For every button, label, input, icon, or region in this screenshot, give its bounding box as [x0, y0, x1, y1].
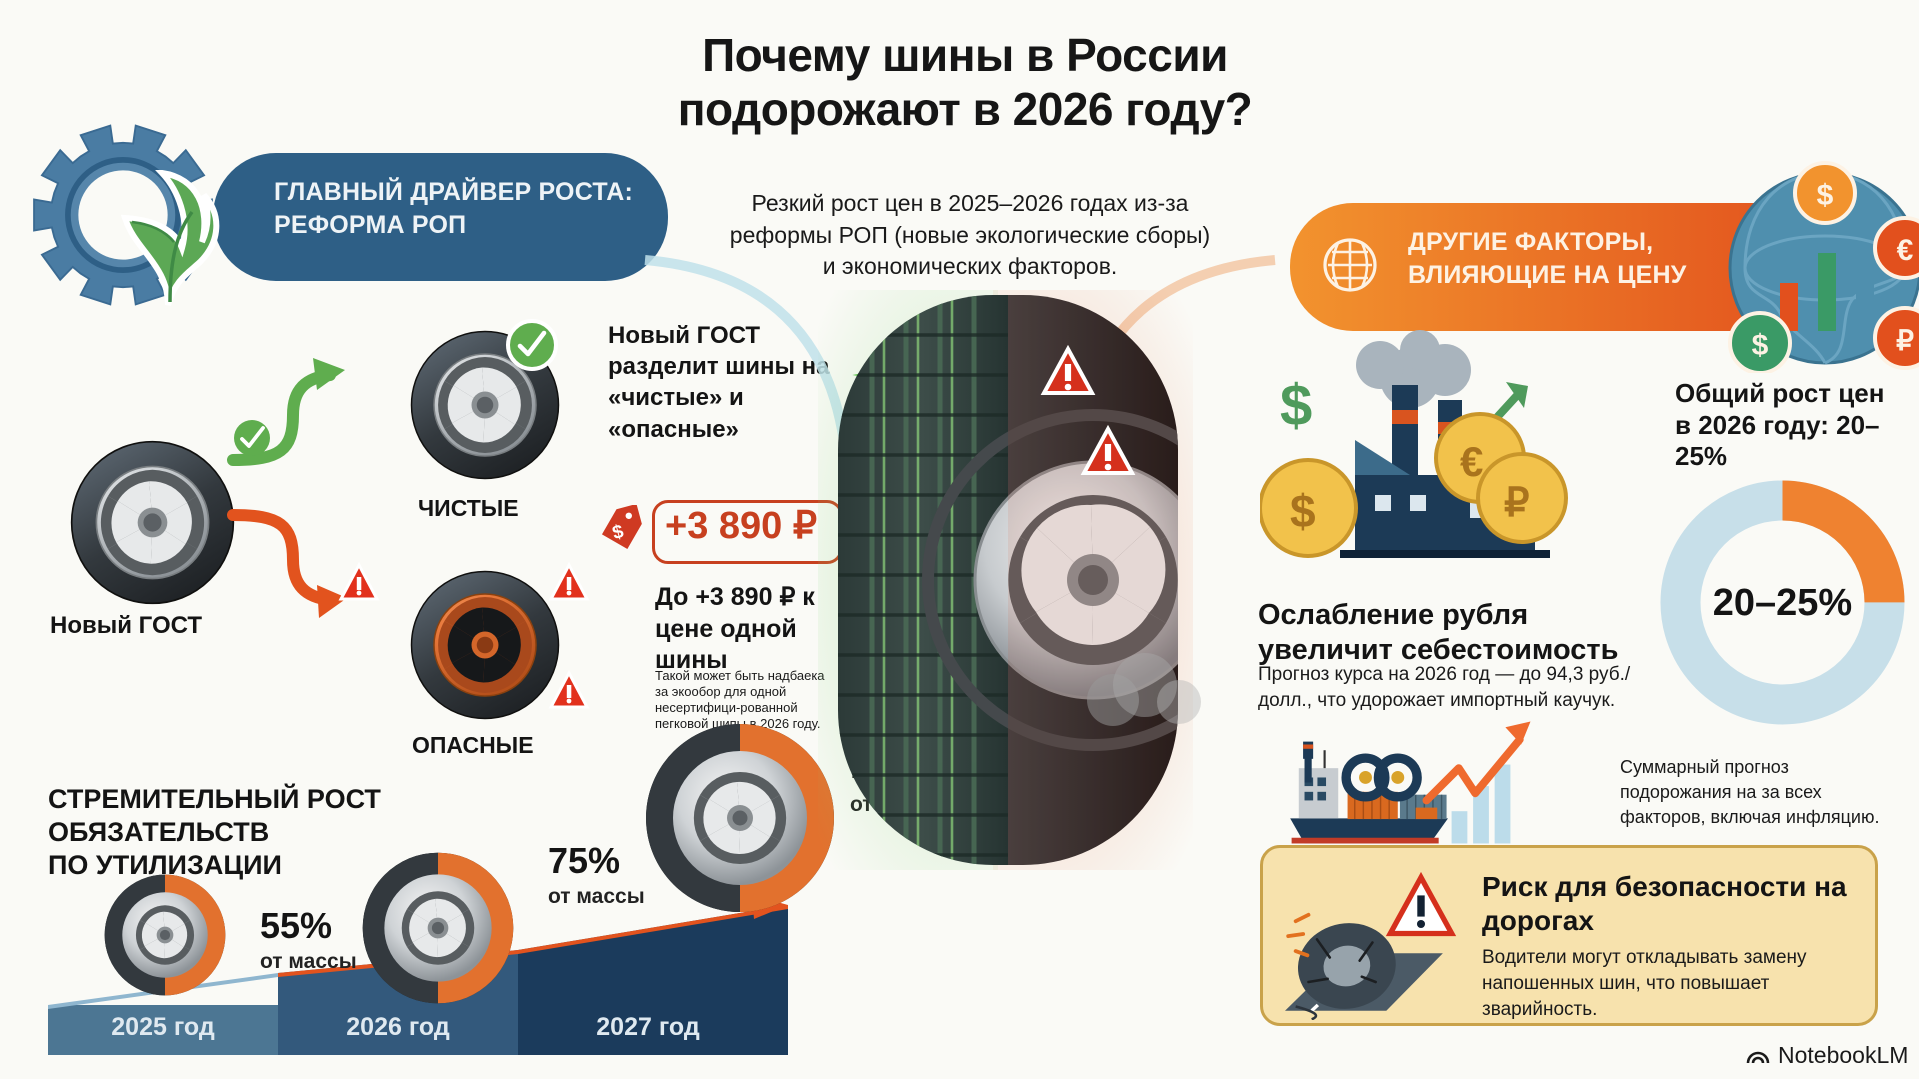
svg-text:$: $	[1817, 179, 1834, 212]
svg-text:₽: ₽	[1896, 325, 1914, 356]
svg-text:2026 год: 2026 год	[346, 1013, 450, 1041]
svg-text:€: €	[1897, 234, 1914, 267]
svg-text:$: $	[1280, 373, 1312, 438]
svg-text:₽: ₽	[1504, 481, 1529, 525]
svg-text:20–25%: 20–25%	[1713, 582, 1852, 624]
svg-text:$: $	[1290, 485, 1316, 537]
svg-text:2027 год: 2027 год	[596, 1013, 700, 1041]
svg-text:$: $	[1752, 329, 1769, 362]
svg-text:€: €	[1460, 438, 1483, 485]
svg-text:2025 год: 2025 год	[111, 1013, 215, 1041]
